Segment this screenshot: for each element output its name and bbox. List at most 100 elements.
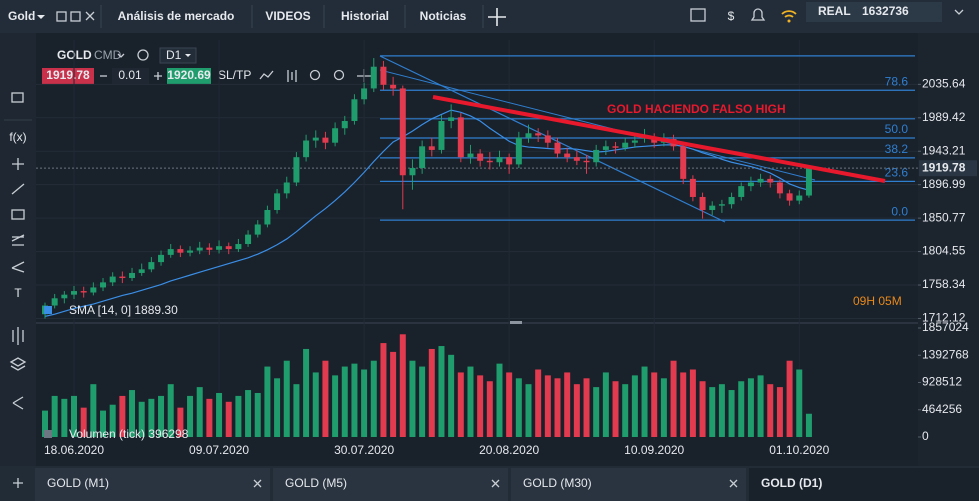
tool-icon[interactable]: [11, 234, 25, 246]
candle-body: [283, 182, 290, 194]
zoom-out[interactable]: [309, 69, 321, 81]
tab[interactable]: Historial: [341, 9, 389, 23]
tool-icon[interactable]: [12, 158, 24, 170]
candle-body: [554, 142, 561, 154]
candle-body: [138, 269, 145, 273]
countdown: 09H 05M: [853, 294, 902, 308]
add-tab[interactable]: [488, 8, 506, 26]
volume-tick-label: 1857024: [922, 320, 969, 334]
sma-legend: SMA [14, 0] 1889.30: [69, 303, 178, 317]
volume-bar: [631, 375, 638, 437]
volume-bar: [651, 372, 658, 437]
close-icon[interactable]: [253, 479, 262, 488]
tool-icon[interactable]: [12, 396, 24, 410]
volume-bar: [612, 381, 619, 437]
volume-bar: [728, 390, 735, 437]
add-tab[interactable]: [13, 478, 23, 488]
y-tick-label: 1896.99: [922, 177, 966, 191]
volume-bar: [138, 401, 145, 437]
candle-body: [109, 276, 116, 283]
timeframe-select[interactable]: [159, 47, 197, 64]
candle-body: [51, 298, 58, 306]
candle-body: [535, 133, 542, 136]
account-box[interactable]: [806, 2, 942, 22]
bottom-tab[interactable]: [273, 468, 508, 501]
icon[interactable]: [690, 8, 706, 22]
bottom-tab-active[interactable]: [749, 468, 979, 501]
tool-icon[interactable]: [11, 261, 25, 273]
plus-icon[interactable]: [154, 72, 162, 80]
tool-text[interactable]: T: [14, 286, 22, 300]
volume-bar: [506, 372, 513, 437]
lot-input[interactable]: [112, 68, 149, 84]
divider-handle[interactable]: [510, 321, 522, 324]
tool-icon[interactable]: [11, 209, 25, 220]
sltp-button[interactable]: SL/TP: [218, 68, 251, 82]
volume-bar: [61, 398, 68, 437]
volume-tick-label: 0: [922, 429, 929, 443]
candle-body: [786, 193, 793, 201]
volume-bar: [332, 375, 339, 437]
chart-icon[interactable]: [259, 70, 274, 80]
candle-body: [235, 244, 242, 250]
buy-button[interactable]: [167, 68, 211, 84]
candle-body: [206, 247, 213, 250]
close-icon[interactable]: [729, 479, 738, 488]
candle-body: [457, 117, 464, 158]
close-icon[interactable]: [85, 11, 95, 21]
candle-body: [515, 137, 522, 165]
candle-body: [254, 224, 261, 235]
candle-body: [303, 140, 310, 158]
volume-bar: [767, 384, 774, 437]
sell-button[interactable]: [42, 68, 94, 84]
volume-bar: [738, 381, 745, 437]
info-icon[interactable]: [137, 49, 149, 61]
volume-bar: [796, 369, 803, 437]
zoom-in[interactable]: [333, 69, 345, 81]
y-tick-label: 1989.42: [922, 110, 966, 124]
tool-icon[interactable]: [12, 327, 24, 345]
bottom-tab[interactable]: [35, 468, 270, 501]
candle-body: [419, 146, 426, 169]
close-icon[interactable]: [491, 479, 500, 488]
tool-icon[interactable]: [11, 183, 25, 195]
candle-body: [718, 204, 725, 206]
volume-bar: [158, 395, 165, 437]
tab[interactable]: Noticias: [420, 9, 467, 23]
tool-icon[interactable]: [11, 92, 24, 103]
tab[interactable]: Análisis de mercado: [118, 9, 235, 23]
window-icon[interactable]: [56, 11, 67, 22]
volume-bar: [622, 384, 629, 437]
candle-body: [80, 291, 87, 293]
volume-bar: [148, 398, 155, 437]
trend-line: [379, 55, 726, 223]
volume-bar: [544, 375, 551, 437]
y-tick-label: 1758.34: [922, 277, 966, 291]
tab[interactable]: VIDEOS: [265, 9, 310, 23]
candle-body: [399, 88, 406, 176]
bell-icon[interactable]: [750, 8, 766, 21]
tool-fx[interactable]: f(x): [9, 130, 26, 144]
volume-bar: [167, 384, 174, 437]
volume-bar: [525, 384, 532, 437]
wifi-icon: [781, 10, 797, 18]
volume-bar: [254, 392, 261, 437]
dropdown-arrow: [185, 54, 191, 57]
volume-bar: [206, 398, 213, 437]
tool-icon[interactable]: [9, 357, 27, 371]
candle-body: [119, 276, 126, 279]
volume-bar: [409, 360, 416, 437]
account-type: REAL: [818, 4, 851, 18]
candle-body: [573, 157, 580, 161]
chart-icon[interactable]: [287, 70, 297, 82]
x-tick-label: 18.06.2020: [44, 443, 104, 457]
bottom-tab[interactable]: [511, 468, 746, 501]
volume-bar: [177, 407, 184, 437]
candle-body: [428, 146, 435, 150]
x-tick-label: 20.08.2020: [479, 443, 539, 457]
instrument-menu[interactable]: Gold: [8, 9, 35, 23]
sma-line: [44, 109, 810, 317]
candle-body: [805, 168, 812, 196]
icon[interactable]: $: [728, 9, 735, 23]
window-icon[interactable]: [70, 11, 81, 22]
